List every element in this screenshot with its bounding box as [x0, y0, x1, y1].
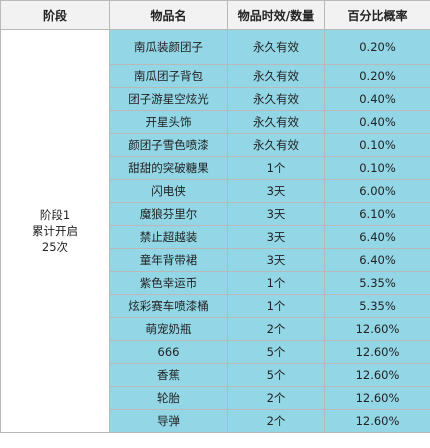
duration-cell: 5个: [227, 340, 325, 364]
probability-cell: 6.10%: [324, 202, 430, 226]
item-name-cell: 魔狼芬里尔: [109, 202, 228, 226]
duration-cell: 1个: [227, 294, 325, 318]
item-name-cell: 甜甜的突破糖果: [109, 156, 228, 180]
table-row: 香蕉 5个 12.60%: [1, 363, 430, 387]
probability-cell: 6.40%: [324, 225, 430, 249]
table-body: 阶段1 累计开启 25次 南瓜装颜团子 永久有效 0.20% 南瓜团子背包 永久有效 0.20%…: [0, 29, 430, 433]
table-row: 禁止超越装 3天 6.40%: [1, 225, 430, 249]
probability-cell: 12.60%: [324, 386, 430, 410]
probability-cell: 0.20%: [324, 29, 430, 65]
probability-cell: 0.40%: [324, 87, 430, 111]
item-name-cell: 轮胎: [109, 386, 228, 410]
probability-cell: 12.60%: [324, 409, 430, 433]
duration-cell: 永久有效: [227, 110, 325, 134]
probability-cell: 0.10%: [324, 133, 430, 157]
table-row: 导弹 2个 12.60%: [1, 409, 430, 433]
probability-table: 阶段 物品名 物品时效/数量 百分比概率 阶段1 累计开启 25次 南瓜装颜团子 永久有…: [0, 0, 430, 433]
duration-cell: 3天: [227, 202, 325, 226]
probability-cell: 5.35%: [324, 294, 430, 318]
duration-cell: 永久有效: [227, 29, 325, 65]
item-name-cell: 666: [109, 340, 228, 364]
item-name-cell: 童年背带裙: [109, 248, 228, 272]
table-row: 甜甜的突破糖果 1个 0.10%: [1, 156, 430, 180]
table-row: 颜团子雪色喷漆 永久有效 0.10%: [1, 133, 430, 157]
item-name-cell: 颜团子雪色喷漆: [109, 133, 228, 157]
duration-cell: 2个: [227, 317, 325, 341]
stage-line2: 累计开启: [32, 224, 78, 238]
probability-cell: 12.60%: [324, 317, 430, 341]
table-row: 紫色幸运币 1个 5.35%: [1, 271, 430, 295]
probability-cell: 6.40%: [324, 248, 430, 272]
header-stage: 阶段: [0, 0, 110, 30]
item-name-cell: 萌宠奶瓶: [109, 317, 228, 341]
header-probability: 百分比概率: [324, 0, 430, 30]
table-header-row: 阶段 物品名 物品时效/数量 百分比概率: [0, 0, 430, 30]
probability-cell: 5.35%: [324, 271, 430, 295]
item-name-cell: 紫色幸运币: [109, 271, 228, 295]
table-row: 阶段1 累计开启 25次 南瓜装颜团子 永久有效 0.20%: [0, 29, 430, 433]
duration-cell: 永久有效: [227, 64, 325, 88]
header-duration: 物品时效/数量: [227, 0, 325, 30]
duration-cell: 3天: [227, 225, 325, 249]
duration-cell: 永久有效: [227, 87, 325, 111]
table-row: 闪电侠 3天 6.00%: [1, 179, 430, 203]
probability-cell: 12.60%: [324, 363, 430, 387]
table-row: 团子游星空炫光 永久有效 0.40%: [1, 87, 430, 111]
item-name-cell: 导弹: [109, 409, 228, 433]
item-name-cell: 炫彩赛车喷漆桶: [109, 294, 228, 318]
duration-cell: 2个: [227, 386, 325, 410]
probability-cell: 0.20%: [324, 64, 430, 88]
duration-cell: 5个: [227, 363, 325, 387]
table-row: 童年背带裙 3天 6.40%: [1, 248, 430, 272]
duration-cell: 3天: [227, 179, 325, 203]
stage-line1: 阶段1: [39, 208, 71, 222]
table-row: 开星头饰 永久有效 0.40%: [1, 110, 430, 134]
duration-cell: 1个: [227, 271, 325, 295]
item-name-cell: 香蕉: [109, 363, 228, 387]
probability-cell: 0.40%: [324, 110, 430, 134]
table-row: 轮胎 2个 12.60%: [1, 386, 430, 410]
probability-cell: 12.60%: [324, 340, 430, 364]
duration-cell: 1个: [227, 156, 325, 180]
item-name-cell: 团子游星空炫光: [109, 87, 228, 111]
stage-line3: 25次: [41, 240, 69, 254]
item-name-cell: 南瓜装颜团子: [109, 29, 228, 65]
item-name-cell: 闪电侠: [109, 179, 228, 203]
probability-cell: 6.00%: [324, 179, 430, 203]
table-row: 666 5个 12.60%: [1, 340, 430, 364]
duration-cell: 2个: [227, 409, 325, 433]
item-name-cell: 开星头饰: [109, 110, 228, 134]
item-name-cell: 南瓜团子背包: [109, 64, 228, 88]
table-row: 萌宠奶瓶 2个 12.60%: [1, 317, 430, 341]
duration-cell: 永久有效: [227, 133, 325, 157]
table-row: 魔狼芬里尔 3天 6.10%: [1, 202, 430, 226]
duration-cell: 3天: [227, 248, 325, 272]
header-item: 物品名: [109, 0, 228, 30]
probability-cell: 0.10%: [324, 156, 430, 180]
item-name-cell: 禁止超越装: [109, 225, 228, 249]
stage-cell: 阶段1 累计开启 25次: [0, 29, 110, 433]
table-row: 南瓜团子背包 永久有效 0.20%: [1, 64, 430, 88]
